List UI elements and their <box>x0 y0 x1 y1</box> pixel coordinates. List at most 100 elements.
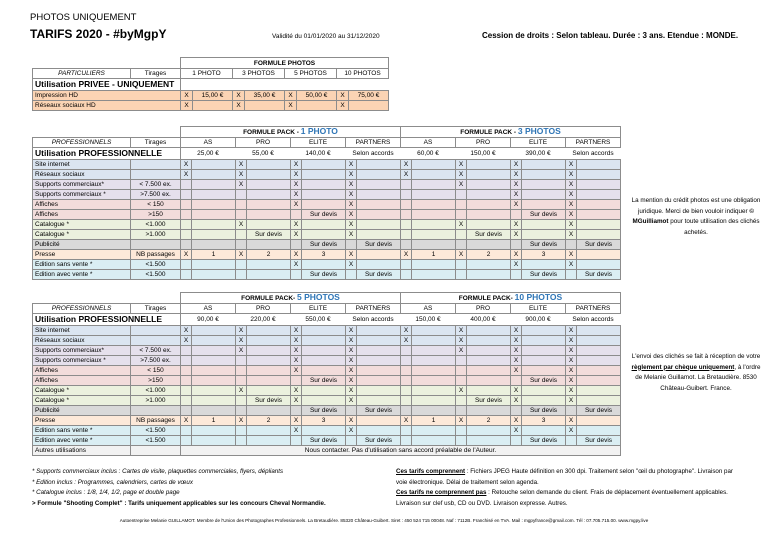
cell-value <box>301 395 346 406</box>
check: X <box>455 159 467 170</box>
cell-value: 2 <box>246 415 291 426</box>
cell-value <box>576 355 621 366</box>
row-label: Publicité <box>32 405 131 416</box>
check <box>235 239 247 250</box>
cell-value <box>576 375 621 386</box>
check <box>565 269 577 280</box>
cell-value <box>356 355 401 366</box>
cell-value: 1 <box>411 415 456 426</box>
usage-row: Site internet X X X X X X X X <box>32 325 621 336</box>
check: X <box>290 385 302 396</box>
check: X <box>565 229 577 240</box>
check: X <box>565 365 577 376</box>
level-header: AS <box>180 137 236 148</box>
check: X <box>510 199 522 210</box>
formula-count: 1 PHOTO <box>300 126 338 136</box>
check <box>455 375 467 386</box>
check: X <box>290 229 302 240</box>
check: X <box>510 345 522 356</box>
cell-value <box>576 335 621 346</box>
cell-value: Sur devis <box>576 239 621 250</box>
cell-value <box>466 435 511 446</box>
check: X <box>455 179 467 190</box>
check <box>345 269 357 280</box>
cell-value <box>246 269 291 280</box>
formula-count: 10 PHOTOS <box>514 292 563 302</box>
check <box>180 375 192 386</box>
cell-value <box>411 199 456 210</box>
footnote: > Formule "Shooting Complet" : Tarifs un… <box>32 499 326 507</box>
pack-price: 150,00 € <box>455 147 511 160</box>
check: X <box>565 395 577 406</box>
check: X <box>235 335 247 346</box>
check: X <box>345 249 357 260</box>
usage-row: Affiches < 150 X X X X <box>32 365 621 376</box>
row-label: Réseaux sociaux HD <box>32 100 181 111</box>
cell-value <box>301 179 346 190</box>
check <box>510 405 522 416</box>
cell-value: Sur devis <box>356 269 401 280</box>
check <box>345 239 357 250</box>
check: X <box>510 219 522 230</box>
cell-value <box>466 405 511 416</box>
cell-value <box>521 345 566 356</box>
cell-value: 2 <box>466 415 511 426</box>
cell-value <box>191 405 236 416</box>
cell-value <box>191 269 236 280</box>
row-label: Affiches <box>32 209 131 220</box>
check: X <box>510 425 522 436</box>
cell-value <box>246 179 291 190</box>
cell-value: 3 <box>521 415 566 426</box>
credit-text: La mention du crédit photos est une obli… <box>631 197 761 215</box>
check: X <box>455 385 467 396</box>
price: 75,00 € <box>348 90 389 101</box>
cell-value <box>576 189 621 200</box>
cell-value <box>191 375 236 386</box>
usage-row: Supports commerciaux * >7.500 ex. X X X X <box>32 355 621 366</box>
check <box>290 375 302 386</box>
check: X <box>400 325 412 336</box>
check <box>235 259 247 270</box>
check <box>400 239 412 250</box>
cell-value <box>191 199 236 210</box>
cell-value: Sur devis <box>301 209 346 220</box>
spacer <box>33 293 181 304</box>
level-header: ELITE <box>510 303 566 314</box>
check <box>235 405 247 416</box>
check: X <box>345 259 357 270</box>
cell-value <box>411 365 456 376</box>
check <box>400 229 412 240</box>
usage-row: Presse NB passages X 1 X 2 X 3 X X 1 X 2 X 3 X <box>32 415 621 426</box>
cell-value: Sur devis <box>301 435 346 446</box>
level-header: PARTNERS <box>345 137 401 148</box>
check <box>180 395 192 406</box>
cell-value <box>191 179 236 190</box>
cell-value <box>576 229 621 240</box>
footer: Autoentreprise Melanie GUILLAMOT. Membre… <box>119 518 649 523</box>
check <box>400 179 412 190</box>
section-row: Utilisation PROFESSIONNELLE 90,00 €220,00… <box>32 313 621 326</box>
terms-text: : Retouche selon demande du client. Frai… <box>396 489 728 507</box>
pack-price: 220,00 € <box>235 313 291 326</box>
row-tirages <box>130 405 181 416</box>
header-row: FORMULE PACK- 5 PHOTOS FORMULE PACK- 10 P… <box>33 292 621 304</box>
price <box>192 100 233 111</box>
cell-value <box>246 365 291 376</box>
cell-value <box>356 209 401 220</box>
check: X <box>290 169 302 180</box>
cell-value <box>301 335 346 346</box>
pro-table-wrap: FORMULE PACK- 5 PHOTOS FORMULE PACK- 10 P… <box>32 292 621 456</box>
usage-row: Edition avec vente * <1.500 Sur devis Sur d… <box>32 269 621 280</box>
check <box>565 435 577 446</box>
check: X <box>290 335 302 346</box>
cell-value <box>576 199 621 210</box>
cell-value <box>466 219 511 230</box>
cell-value <box>466 385 511 396</box>
check: X <box>336 90 349 101</box>
check <box>180 405 192 416</box>
check: X <box>345 219 357 230</box>
cell-value <box>301 219 346 230</box>
pack-price: 400,00 € <box>455 313 511 326</box>
check: X <box>235 219 247 230</box>
pro-table: FORMULE PACK- 5 PHOTOS FORMULE PACK- 10 P… <box>32 292 621 456</box>
